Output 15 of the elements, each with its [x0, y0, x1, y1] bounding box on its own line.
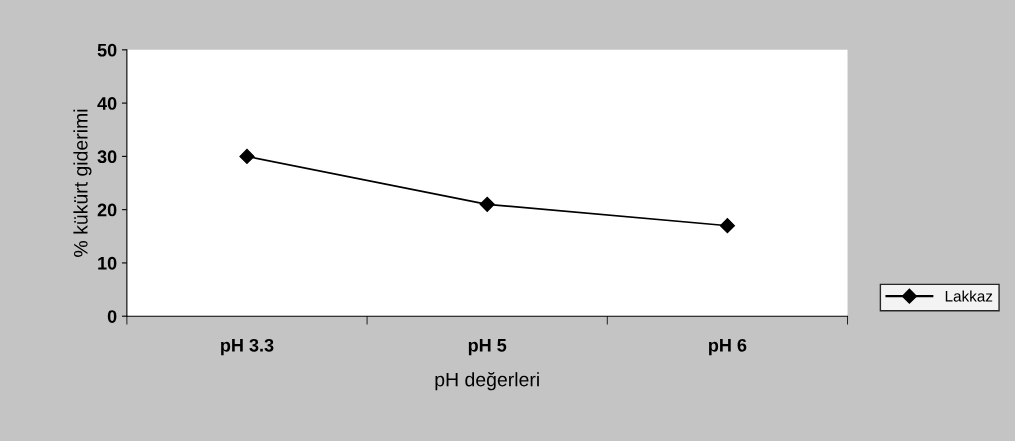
- point: [719, 218, 735, 234]
- y-tick-label: 0: [107, 310, 117, 323]
- x-tick-label: pH 6: [709, 338, 747, 356]
- x-axis-title: pH değerleri: [435, 371, 539, 391]
- y-axis-title: % kükürt giderimi: [73, 109, 92, 257]
- y-tick-label: 10: [98, 256, 117, 270]
- point: [479, 196, 495, 212]
- legend-label: Lakkaz: [945, 290, 993, 302]
- y-tick-label: 20: [97, 203, 117, 217]
- y-tick-label: 50: [97, 43, 117, 57]
- x-tick-label: pH 3.3: [221, 338, 274, 356]
- x-tick-label: pH 5: [468, 339, 507, 356]
- point: [239, 148, 255, 164]
- y-tick-label: 40: [97, 97, 117, 110]
- y-tick-label: 30: [97, 150, 117, 164]
